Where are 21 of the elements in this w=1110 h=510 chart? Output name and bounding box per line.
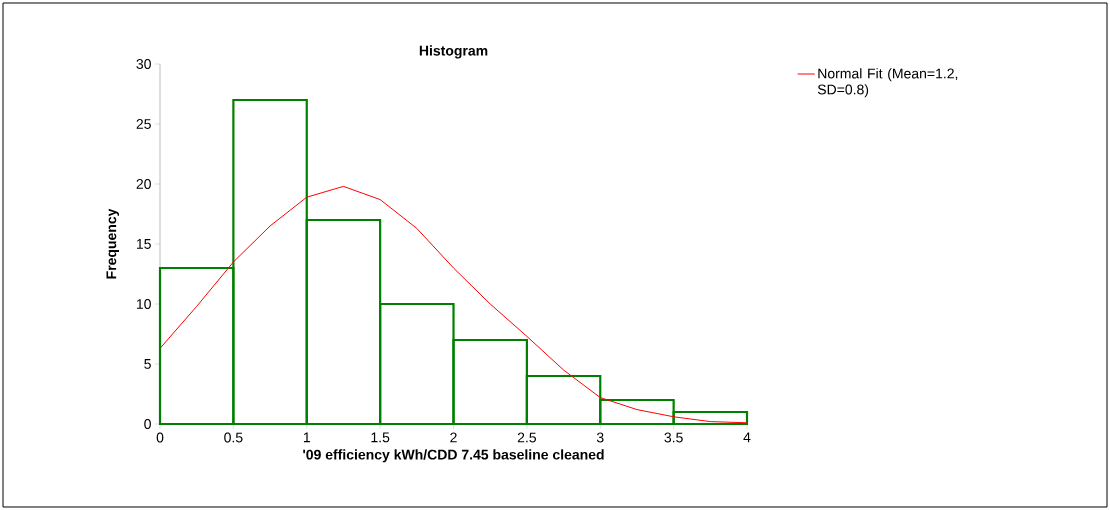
y-tick-label: 20 — [136, 179, 151, 189]
x-tick-label: 3.5 — [664, 432, 683, 443]
x-tick-label: 1.5 — [371, 432, 390, 443]
x-tick-label: 2 — [450, 432, 457, 443]
y-tick-label: 5 — [144, 359, 151, 369]
x-tick-label: 1 — [303, 432, 310, 443]
y-tick-label: 10 — [136, 299, 151, 309]
chart-title: Histogram — [419, 45, 488, 59]
x-tick-label: 4 — [743, 432, 751, 443]
y-tick-label: 25 — [136, 119, 151, 129]
legend-label: Normal Fit (Mean=1.2, SD=0.8) — [817, 68, 958, 98]
line-series — [159, 185, 748, 424]
x-axis-title: '09 efficiency kWh/CDD 7.45 baseline cleaned — [303, 449, 604, 463]
x-tick-label: 0 — [156, 432, 164, 443]
y-tick-label: 0 — [144, 419, 151, 429]
x-tick-label: 0.5 — [224, 432, 243, 443]
y-tick-label: 15 — [136, 239, 151, 249]
y-tick-label: 30 — [136, 59, 151, 69]
x-tick-label: 2.5 — [517, 432, 537, 443]
x-tick-label: 3 — [596, 432, 604, 443]
y-axis-title: Frequency — [106, 208, 120, 279]
